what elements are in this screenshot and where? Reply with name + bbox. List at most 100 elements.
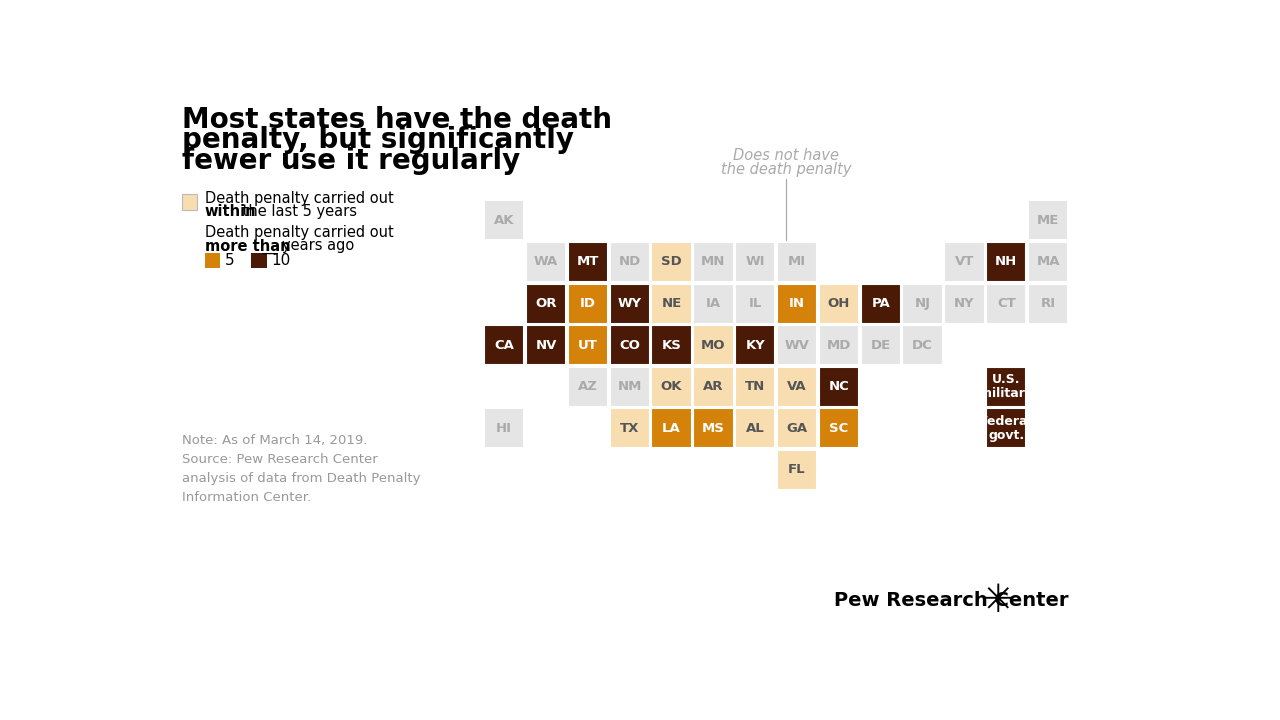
Bar bbox=[567, 242, 608, 282]
Text: MS: MS bbox=[701, 422, 724, 435]
Bar bbox=[1028, 200, 1069, 240]
Bar bbox=[182, 194, 197, 210]
Bar bbox=[819, 284, 859, 323]
Bar bbox=[609, 408, 650, 449]
Bar bbox=[860, 325, 901, 365]
Text: penalty, but significantly: penalty, but significantly bbox=[182, 127, 573, 154]
Bar bbox=[819, 325, 859, 365]
Bar bbox=[694, 325, 733, 365]
Bar bbox=[694, 284, 733, 323]
Text: VA: VA bbox=[787, 380, 806, 393]
Text: Death penalty carried out: Death penalty carried out bbox=[205, 225, 394, 240]
Text: HI: HI bbox=[497, 422, 512, 435]
Text: DC: DC bbox=[913, 338, 933, 351]
Bar bbox=[902, 284, 943, 323]
Text: within: within bbox=[205, 204, 256, 220]
Text: ID: ID bbox=[580, 297, 595, 310]
Text: AZ: AZ bbox=[577, 380, 598, 393]
Text: 10: 10 bbox=[271, 253, 291, 268]
Text: KY: KY bbox=[745, 338, 765, 351]
Text: KS: KS bbox=[662, 338, 681, 351]
Text: IN: IN bbox=[788, 297, 805, 310]
Bar bbox=[986, 242, 1027, 282]
Text: NC: NC bbox=[828, 380, 849, 393]
Bar bbox=[986, 408, 1027, 449]
Text: IL: IL bbox=[749, 297, 762, 310]
Text: NY: NY bbox=[954, 297, 975, 310]
Text: WY: WY bbox=[617, 297, 641, 310]
Text: IA: IA bbox=[705, 297, 721, 310]
Text: FL: FL bbox=[788, 464, 806, 477]
Bar bbox=[526, 242, 566, 282]
Bar bbox=[986, 284, 1027, 323]
Text: NM: NM bbox=[617, 380, 641, 393]
Bar bbox=[484, 200, 525, 240]
Text: DE: DE bbox=[870, 338, 891, 351]
Bar bbox=[819, 366, 859, 407]
Text: Note: As of March 14, 2019.
Source: Pew Research Center
analysis of data from De: Note: As of March 14, 2019. Source: Pew … bbox=[182, 434, 420, 505]
Bar bbox=[902, 325, 943, 365]
Text: MT: MT bbox=[576, 256, 599, 269]
Bar bbox=[609, 242, 650, 282]
Bar bbox=[1028, 242, 1069, 282]
Bar bbox=[777, 284, 817, 323]
Text: OR: OR bbox=[535, 297, 557, 310]
Bar bbox=[945, 284, 984, 323]
Text: RI: RI bbox=[1041, 297, 1056, 310]
Bar bbox=[652, 325, 691, 365]
Bar bbox=[652, 284, 691, 323]
Bar bbox=[652, 408, 691, 449]
Text: UT: UT bbox=[577, 338, 598, 351]
Bar bbox=[735, 325, 776, 365]
Bar bbox=[205, 253, 220, 268]
Text: MI: MI bbox=[788, 256, 806, 269]
Text: Does not have: Does not have bbox=[733, 148, 840, 163]
Text: fewer use it regularly: fewer use it regularly bbox=[182, 147, 520, 175]
Bar bbox=[694, 242, 733, 282]
Text: AK: AK bbox=[494, 214, 515, 227]
Text: MN: MN bbox=[701, 256, 726, 269]
Text: GA: GA bbox=[786, 422, 808, 435]
Text: __ years ago: __ years ago bbox=[259, 239, 355, 254]
Bar bbox=[484, 408, 525, 449]
Bar bbox=[567, 284, 608, 323]
Bar bbox=[777, 366, 817, 407]
Text: ✳: ✳ bbox=[982, 582, 1015, 620]
Text: OK: OK bbox=[660, 380, 682, 393]
Bar bbox=[777, 242, 817, 282]
Text: ND: ND bbox=[618, 256, 641, 269]
Bar bbox=[567, 366, 608, 407]
Bar bbox=[735, 242, 776, 282]
Text: the death penalty: the death penalty bbox=[721, 162, 851, 177]
Bar bbox=[526, 325, 566, 365]
Bar bbox=[609, 366, 650, 407]
Text: PA: PA bbox=[872, 297, 890, 310]
Text: WV: WV bbox=[785, 338, 809, 351]
Text: AL: AL bbox=[746, 422, 764, 435]
Bar bbox=[609, 284, 650, 323]
Bar bbox=[652, 242, 691, 282]
Bar bbox=[735, 366, 776, 407]
Text: NJ: NJ bbox=[915, 297, 931, 310]
Bar bbox=[986, 366, 1027, 407]
Text: MD: MD bbox=[827, 338, 851, 351]
Text: OH: OH bbox=[828, 297, 850, 310]
Text: TX: TX bbox=[620, 422, 639, 435]
Text: NH: NH bbox=[995, 256, 1018, 269]
Text: CA: CA bbox=[494, 338, 515, 351]
Bar bbox=[945, 242, 984, 282]
Text: ME: ME bbox=[1037, 214, 1060, 227]
Text: 5: 5 bbox=[225, 253, 234, 268]
Bar bbox=[251, 253, 268, 268]
Bar bbox=[819, 408, 859, 449]
Bar bbox=[652, 366, 691, 407]
Bar bbox=[484, 325, 525, 365]
Text: AR: AR bbox=[703, 380, 723, 393]
Bar bbox=[860, 284, 901, 323]
Text: WA: WA bbox=[534, 256, 558, 269]
Text: LA: LA bbox=[662, 422, 681, 435]
Bar bbox=[526, 284, 566, 323]
Text: the last 5 years: the last 5 years bbox=[238, 204, 357, 220]
Text: SD: SD bbox=[662, 256, 682, 269]
Bar bbox=[777, 450, 817, 490]
